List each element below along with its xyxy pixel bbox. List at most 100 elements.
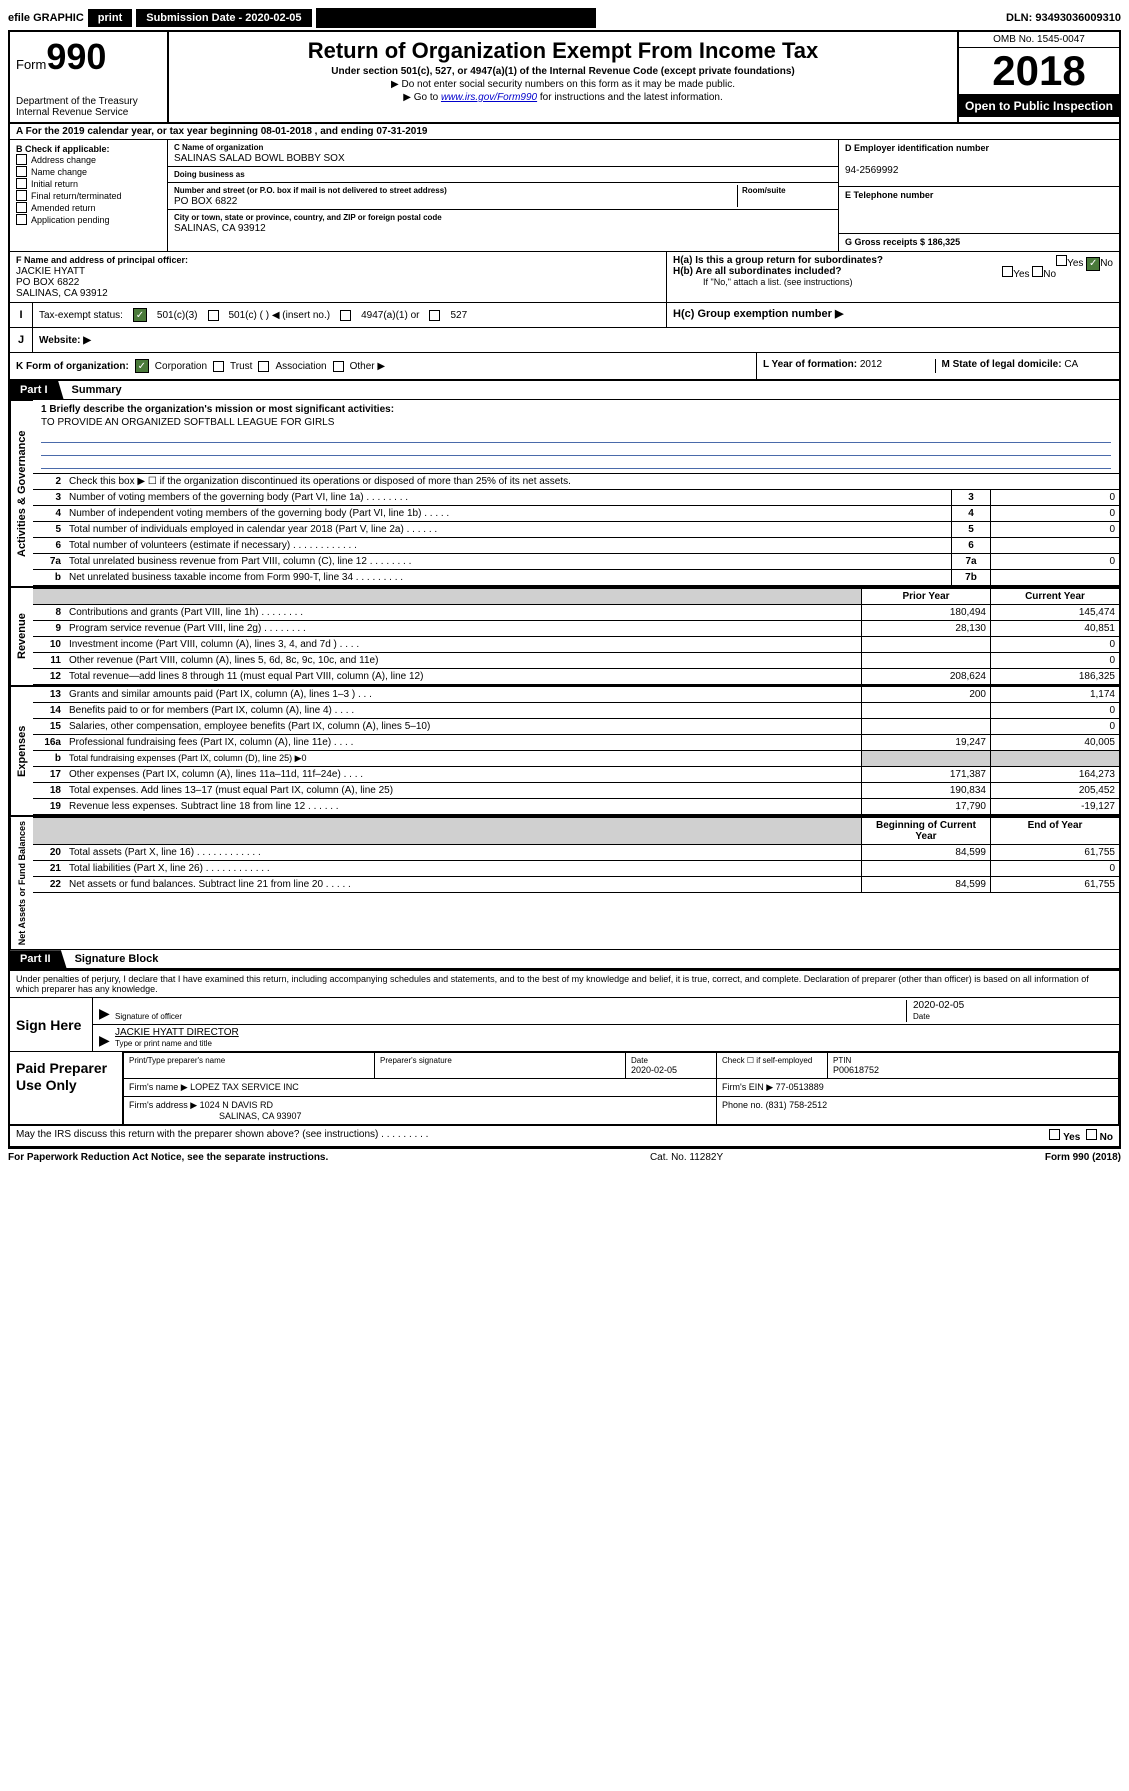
check-b-column: B Check if applicable: Address change Na… [10,140,168,251]
website-j-row: J Website: ▶ [10,328,1119,353]
sign-here-label: Sign Here [10,998,93,1051]
checkbox-name-change[interactable] [16,166,27,177]
period-row: A For the 2019 calendar year, or tax yea… [10,124,1119,140]
top-toolbar: efile GRAPHIC print Submission Date - 20… [8,8,1121,28]
efile-label: efile GRAPHIC [8,12,84,24]
part1-tab: Part I [10,381,64,399]
sig-date: 2020-02-05 [913,1000,964,1011]
checkbox-initial-return[interactable] [16,178,27,189]
checkbox-final-return[interactable] [16,190,27,201]
city-cell: City or town, state or province, country… [168,210,838,236]
officer-f-cell: F Name and address of principal officer:… [10,252,667,302]
entity-mid: C Name of organization SALINAS SALAD BOW… [168,140,838,251]
sig-officer-label: Signature of officer [115,1012,182,1021]
ein-value: 94-2569992 [845,165,898,176]
org-name: SALINAS SALAD BOWL BOBBY SOX [174,153,345,164]
expenses-section: Expenses 13Grants and similar amounts pa… [10,685,1119,815]
mission-line [41,443,1111,456]
ein-cell: D Employer identification number 94-2569… [839,140,1119,187]
summary-body: Activities & Governance 1 Briefly descri… [10,400,1119,586]
form-number: 990 [46,36,106,77]
revenue-side-label: Revenue [10,588,33,685]
officer-print-name: JACKIE HYATT DIRECTOR [115,1027,239,1038]
officer-h-row: F Name and address of principal officer:… [10,252,1119,303]
gross-receipts-value: 186,325 [928,237,961,247]
mission-line [41,430,1111,443]
arrow-icon: ▶ [99,1032,115,1049]
irs-label: Internal Revenue Service [16,107,161,118]
form-subtitle: Under section 501(c), 527, or 4947(a)(1)… [177,66,949,77]
discuss-yes-checkbox[interactable] [1049,1129,1060,1140]
header-mid: Return of Organization Exempt From Incom… [169,32,957,122]
entity-right: D Employer identification number 94-2569… [838,140,1119,251]
corp-checkbox[interactable]: ✓ [135,359,149,373]
firm-addr: 1024 N DAVIS RD [200,1100,273,1110]
k-org-form: K Form of organization: ✓Corporation Tru… [10,353,756,379]
tax-year: 2018 [959,48,1119,95]
header-left: Form990 Department of the Treasury Inter… [10,32,169,122]
form-container: Form990 Department of the Treasury Inter… [8,30,1121,1149]
ha-yes-checkbox[interactable] [1056,255,1067,266]
revenue-table: Prior YearCurrent Year 8Contributions an… [33,588,1119,685]
footer-line: For Paperwork Reduction Act Notice, see … [8,1149,1121,1166]
j-label: J [10,328,33,352]
entity-section: B Check if applicable: Address change Na… [10,140,1119,252]
netassets-side-label: Net Assets or Fund Balances [10,817,33,949]
arrow-icon: ▶ [99,1005,115,1022]
discuss-no-checkbox[interactable] [1086,1129,1097,1140]
governance-table: 2Check this box ▶ ☐ if the organization … [33,474,1119,586]
trust-checkbox[interactable] [213,361,224,372]
dept-label: Department of the Treasury [16,96,161,107]
hc-cell: H(c) Group exemption number ▶ [666,303,1119,327]
discuss-row: May the IRS discuss this return with the… [10,1126,1119,1147]
tax-exempt-status: Tax-exempt status: ✓501(c)(3) 501(c) ( )… [33,303,666,327]
4947-checkbox[interactable] [340,310,351,321]
header-right: OMB No. 1545-0047 2018 Open to Public In… [957,32,1119,122]
revenue-section: Revenue Prior YearCurrent Year 8Contribu… [10,586,1119,685]
netassets-table: Beginning of Current YearEnd of Year 20T… [33,817,1119,893]
governance-content: 1 Briefly describe the organization's mi… [33,400,1119,586]
perjury-declaration: Under penalties of perjury, I declare th… [10,971,1119,998]
part1-header: Part I Summary [10,381,1119,400]
501c3-checkbox[interactable]: ✓ [133,308,147,322]
org-street: PO BOX 6822 [174,196,237,207]
527-checkbox[interactable] [429,310,440,321]
netassets-section: Net Assets or Fund Balances Beginning of… [10,815,1119,950]
form-prefix: Form [16,57,46,72]
ptin-value: P00618752 [833,1065,879,1075]
checkbox-app-pending[interactable] [16,214,27,225]
preparer-row: Paid Preparer Use Only Print/Type prepar… [10,1052,1119,1126]
sign-here-row: Sign Here ▶ Signature of officer 2020-02… [10,998,1119,1052]
status-i-row: I Tax-exempt status: ✓501(c)(3) 501(c) (… [10,303,1119,328]
org-name-cell: C Name of organization SALINAS SALAD BOW… [168,140,838,167]
dln-label: DLN: 93493036009310 [1006,12,1121,24]
open-public-badge: Open to Public Inspection [959,95,1119,117]
form-header: Form990 Department of the Treasury Inter… [10,32,1119,124]
checkbox-address-change[interactable] [16,154,27,165]
checkbox-amended[interactable] [16,202,27,213]
omb-number: OMB No. 1545-0047 [959,32,1119,48]
note-ssn: ▶ Do not enter social security numbers o… [177,79,949,90]
instructions-link[interactable]: www.irs.gov/Form990 [441,92,537,103]
ha-no-checkbox[interactable]: ✓ [1086,257,1100,271]
website-cell: Website: ▶ [33,328,1119,352]
pra-notice: For Paperwork Reduction Act Notice, see … [8,1152,328,1163]
submission-date-button[interactable]: Submission Date - 2020-02-05 [136,9,311,27]
dba-cell: Doing business as [168,167,838,183]
preparer-label: Paid Preparer Use Only [10,1052,123,1124]
hb-no-checkbox[interactable] [1032,266,1043,277]
preparer-table: Print/Type preparer's name Preparer's si… [123,1052,1119,1124]
other-checkbox[interactable] [333,361,344,372]
cat-number: Cat. No. 11282Y [650,1152,723,1163]
part2-title: Signature Block [67,953,159,965]
signature-area: Under penalties of perjury, I declare th… [10,969,1119,1147]
part2-tab: Part II [10,950,67,968]
form-title: Return of Organization Exempt From Incom… [177,38,949,64]
governance-side-label: Activities & Governance [10,400,33,586]
501c-checkbox[interactable] [208,310,219,321]
assoc-checkbox[interactable] [258,361,269,372]
i-label: I [10,303,33,327]
print-button[interactable]: print [88,9,132,27]
note-link: ▶ Go to www.irs.gov/Form990 for instruct… [177,92,949,103]
hb-yes-checkbox[interactable] [1002,266,1013,277]
